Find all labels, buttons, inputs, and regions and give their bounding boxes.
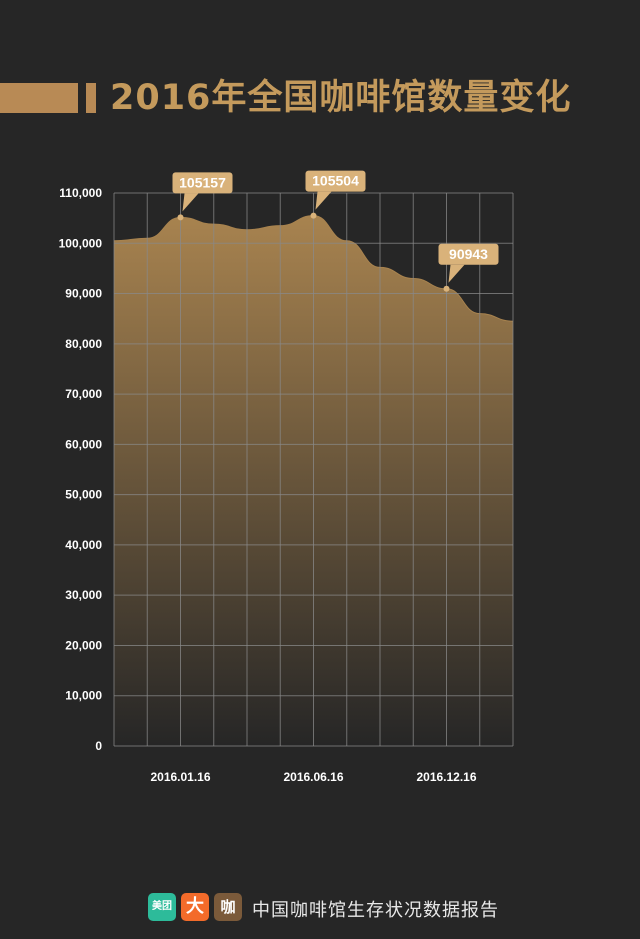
title-accent-bar [0, 83, 78, 113]
y-tick-label: 50,000 [65, 488, 102, 502]
data-callout: 90943 [438, 243, 499, 283]
meituan-logo: 美团 [148, 893, 176, 921]
y-tick-label: 40,000 [65, 538, 102, 552]
y-tick-label: 60,000 [65, 437, 102, 451]
data-label: 105157 [179, 174, 226, 190]
y-tick-label: 90,000 [65, 287, 102, 301]
data-point [310, 212, 317, 219]
y-tick-label: 20,000 [65, 638, 102, 652]
footer: 美团 大 咖 中国咖啡馆生存状况数据报告 [148, 890, 618, 924]
x-tick-label: 2016.01.16 [150, 770, 210, 784]
y-tick-label: 70,000 [65, 387, 102, 401]
data-label: 90943 [449, 246, 488, 262]
y-tick-label: 10,000 [65, 689, 102, 703]
x-tick-label: 2016.12.16 [416, 770, 476, 784]
y-tick-label: 100,000 [59, 236, 103, 250]
page-title: 2016年全国咖啡馆数量变化 [110, 78, 572, 118]
data-point [443, 285, 450, 292]
y-tick-label: 80,000 [65, 337, 102, 351]
dianping-logo: 大 [181, 893, 209, 921]
footer-report-title: 中国咖啡馆生存状况数据报告 [252, 900, 499, 921]
x-tick-label: 2016.06.16 [283, 770, 343, 784]
data-callout: 105157 [172, 172, 233, 212]
data-callout: 105504 [305, 170, 366, 210]
title-accent-bar-small [86, 83, 96, 113]
data-label: 105504 [312, 173, 359, 189]
area-chart: 0 10,000 20,000 30,000 40,000 50,000 60,000 70,… [59, 170, 514, 784]
y-tick-label: 0 [95, 739, 102, 753]
kafei-logo: 咖 [214, 893, 242, 921]
y-tick-label: 30,000 [65, 588, 102, 602]
y-tick-label: 110,000 [59, 186, 102, 200]
data-point [177, 214, 184, 221]
